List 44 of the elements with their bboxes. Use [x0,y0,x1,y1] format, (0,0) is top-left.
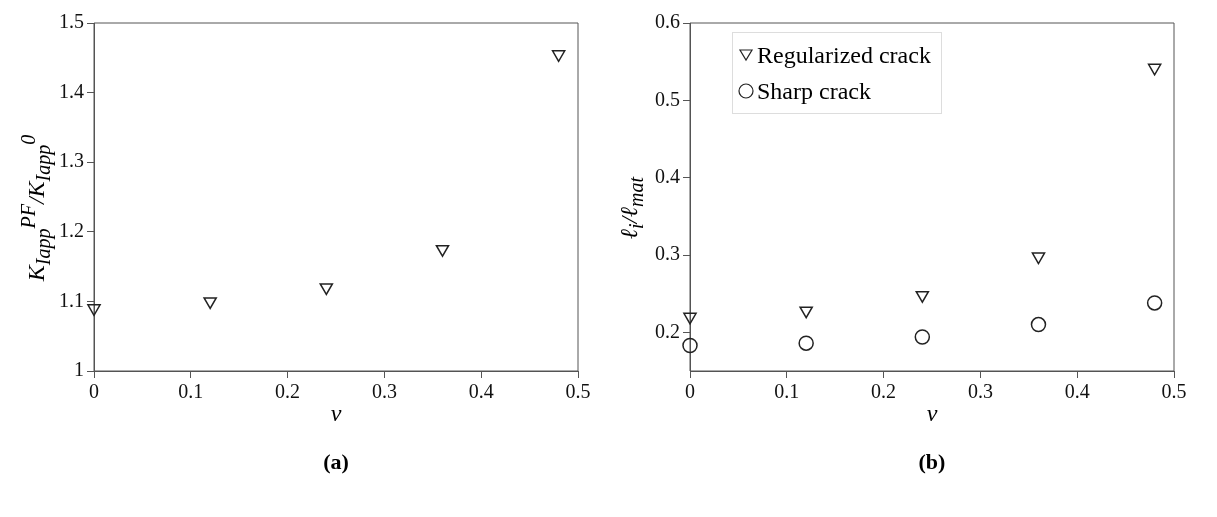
x-tick-label: 0.4 [1064,380,1090,403]
x-tick-label: 0.2 [275,380,301,403]
point [319,283,334,296]
x-tick-label: 0.4 [468,380,494,403]
x-tick-label: 0.3 [371,380,397,403]
y-tick-label: 1.2 [59,219,84,242]
point [87,304,101,317]
point [683,312,697,325]
legend-label: Regularized crack [757,41,931,70]
point [799,306,813,319]
x-tick-label: 0 [685,380,695,403]
point [1030,316,1047,333]
point [1031,252,1046,265]
y-tick-label: 1 [74,358,84,381]
y-tick-label: 0.4 [655,164,680,187]
text: (a) [323,449,349,475]
y-tick-label: 0.5 [655,87,680,110]
y-tick-label: 1.3 [59,149,84,172]
y-tick-label: 0.6 [655,10,680,33]
y-tick-label: 0.2 [655,319,680,342]
legend-label: Sharp crack [757,77,871,106]
y-tick-label: 0.3 [655,242,680,265]
point [682,337,698,354]
x-tick-label: 0 [89,380,99,403]
y-tick-label: 1.1 [59,288,84,311]
point [798,335,814,351]
point [551,50,566,63]
y-tick-label: 1.5 [59,10,84,33]
point [435,244,450,257]
point [1147,63,1162,76]
point [203,297,217,310]
x-axis-title: ν [926,400,938,427]
x-tick-label: 0.1 [774,380,800,403]
x-tick-label: 0.1 [178,380,204,403]
point [914,329,931,345]
x-tick-label: 0.2 [871,380,897,403]
x-tick-label: 0.5 [1161,380,1187,403]
x-axis-title: ν [330,400,342,427]
point [915,290,930,303]
text: (b) [918,449,946,475]
point [1146,295,1163,311]
y-tick-label: 1.4 [59,79,84,102]
x-tick-label: 0.3 [967,380,993,403]
x-tick-label: 0.5 [565,380,591,403]
